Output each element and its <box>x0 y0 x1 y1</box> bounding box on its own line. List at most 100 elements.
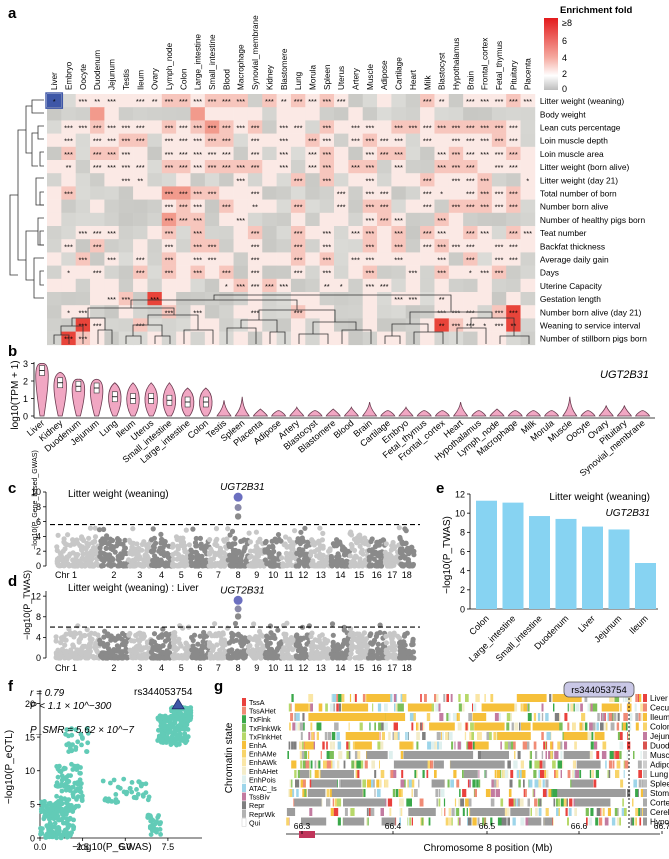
significance-mark: *** <box>107 137 116 146</box>
chromatin-segment <box>617 713 620 721</box>
row-dendrogram-branch <box>31 99 44 114</box>
tissue-column-label: Spleen <box>323 64 332 90</box>
chromatin-segment <box>466 694 469 702</box>
heatmap-cell <box>133 239 148 253</box>
heatmap-cell <box>276 173 292 187</box>
scatter-y-label: −log10(P_eQTL) <box>4 730 15 804</box>
significance-mark: *** <box>236 124 245 133</box>
heatmap-cell <box>290 173 306 187</box>
manhattan-point <box>361 630 367 636</box>
scatter-point <box>117 785 123 791</box>
chromatin-segment <box>629 713 633 721</box>
heatmap-cell <box>247 318 263 332</box>
heatmap-cell <box>276 199 292 214</box>
heatmap-cell <box>190 292 206 306</box>
heatmap-cell <box>247 107 263 121</box>
significance-mark: *** <box>78 97 87 106</box>
manhattan-point <box>149 562 155 568</box>
chromatin-segment <box>638 779 642 788</box>
heatmap-cell <box>176 331 191 346</box>
chromatin-block <box>474 741 489 750</box>
heatmap-cell <box>262 146 277 161</box>
chromatin-segment <box>388 732 391 740</box>
heatmap-cell <box>161 252 177 266</box>
heatmap-cell <box>176 160 191 174</box>
y-tick-label: 0 <box>460 604 465 614</box>
heatmap-cell <box>219 318 234 332</box>
manhattan-point <box>308 651 314 657</box>
heatmap-cell <box>47 199 62 214</box>
heatmap-cell <box>61 305 76 319</box>
manhattan-point <box>141 563 147 569</box>
manhattan-point <box>151 535 157 541</box>
chromosome-label: Chr 1 <box>55 663 77 673</box>
chromatin-segment <box>506 713 511 721</box>
manhattan-point <box>175 546 181 552</box>
manhattan-point <box>367 632 373 639</box>
heatmap-cell <box>276 133 292 148</box>
heatmap-cell <box>463 318 478 332</box>
significance-mark: * <box>483 322 486 331</box>
chromatin-state-label: Qui <box>249 818 261 827</box>
heatmap-cell <box>161 107 177 121</box>
heatmap-cell <box>434 186 450 200</box>
heatmap-cell <box>491 160 507 174</box>
heatmap-cell <box>204 331 220 346</box>
manhattan-point <box>330 655 336 661</box>
heatmap-cell <box>491 305 507 319</box>
chromosome-label: 7 <box>216 570 221 580</box>
manhattan-point <box>302 525 308 531</box>
heatmap-cell <box>90 278 105 293</box>
significance-mark: *** <box>193 150 202 159</box>
y-tick-label: 2 <box>460 585 465 595</box>
significance-mark: *** <box>423 190 432 199</box>
bar <box>582 526 603 609</box>
heatmap-cell <box>506 239 521 253</box>
chromatin-segment <box>498 713 501 721</box>
significance-mark: *** <box>423 242 432 251</box>
scatter-point <box>74 797 79 802</box>
chromatin-segment <box>596 722 599 731</box>
heatmap-cell <box>161 318 177 332</box>
heatmap-cell <box>319 120 335 134</box>
chromatin-segment <box>393 722 398 731</box>
manhattan-point <box>126 632 132 638</box>
violin-y-label: log10(TPM + 1) <box>10 360 21 429</box>
chromatin-segment <box>546 789 548 797</box>
manhattan-point <box>247 548 254 554</box>
chromatin-segment <box>310 760 313 769</box>
significance-mark: *** <box>322 97 331 106</box>
heatmap-cell <box>147 252 163 266</box>
chromatin-segment <box>454 741 456 750</box>
heatmap-cell <box>290 305 306 319</box>
chromatin-state-swatch <box>242 775 246 784</box>
chromatin-segment <box>384 703 388 712</box>
manhattan-point <box>298 560 304 566</box>
manhattan-point <box>351 547 358 554</box>
heatmap-cell <box>348 331 363 346</box>
manhattan-point <box>170 630 176 636</box>
heatmap-cell <box>262 252 277 266</box>
scatter-point <box>182 726 187 732</box>
manhattan-point <box>334 543 340 549</box>
heatmap-cell <box>262 199 277 214</box>
heatmap-cell <box>477 146 493 161</box>
scatter-point <box>134 787 139 792</box>
scatter-point <box>158 719 164 725</box>
manhattan-point <box>60 548 66 554</box>
scatter-point <box>137 779 142 785</box>
heatmap-cell <box>448 331 464 346</box>
manhattan-point <box>170 541 176 548</box>
chromatin-segment <box>555 770 559 778</box>
heatmap-cell <box>334 133 349 148</box>
significance-mark: *** <box>236 163 245 172</box>
manhattan-point <box>197 535 203 542</box>
scatter-point <box>53 814 58 820</box>
chromatin-segment <box>309 694 314 702</box>
manhattan-point <box>410 636 416 642</box>
significance-mark: *** <box>495 269 504 278</box>
heatmap-cell <box>118 305 134 319</box>
heatmap-cell <box>420 239 435 253</box>
manhattan-point <box>108 633 114 639</box>
chromatin-segment <box>616 760 621 769</box>
